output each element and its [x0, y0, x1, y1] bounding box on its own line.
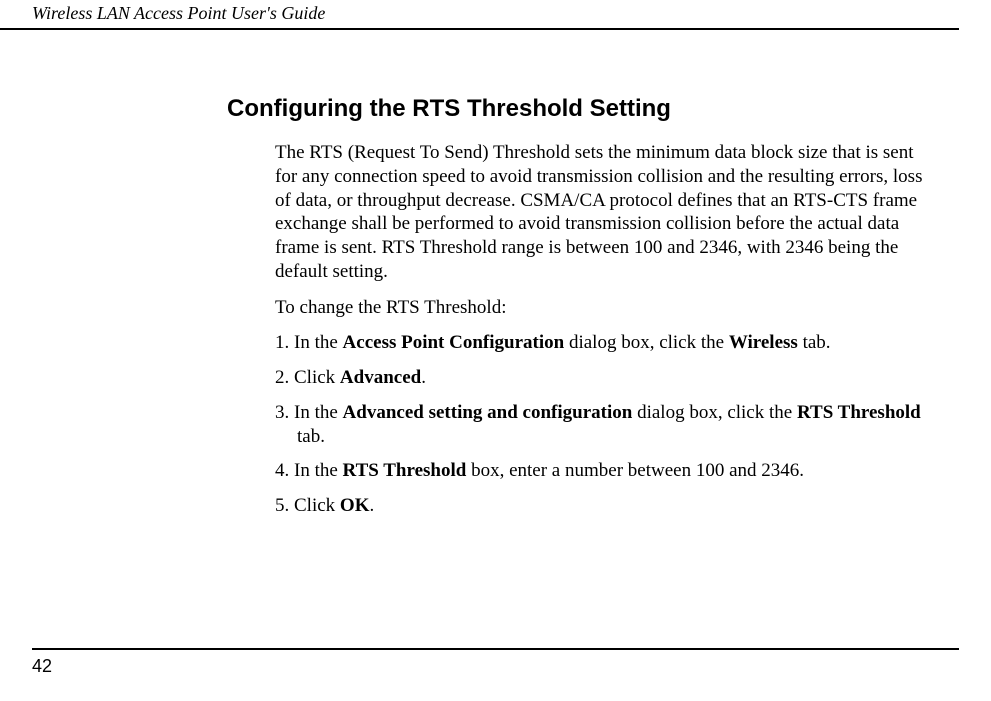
page: Wireless LAN Access Point User's Guide C…	[0, 0, 991, 701]
step-5-bold-1: OK	[340, 495, 370, 516]
section-heading: Configuring the RTS Threshold Setting	[227, 95, 991, 123]
step-1-text-b: dialog box, click the	[564, 332, 729, 353]
footer: 42	[32, 648, 959, 677]
step-5: 5. Click OK.	[275, 494, 936, 518]
step-3-text-a: 3. In the	[275, 402, 343, 423]
step-4-text-a: 4. In the	[275, 460, 343, 481]
body-content: The RTS (Request To Send) Threshold sets…	[275, 141, 936, 518]
intro-paragraph: The RTS (Request To Send) Threshold sets…	[275, 141, 936, 284]
step-1: 1. In the Access Point Configuration dia…	[275, 331, 936, 355]
step-4-text-b: box, enter a number between 100 and 2346…	[466, 460, 804, 481]
step-2-text-a: 2. Click	[275, 367, 340, 388]
step-1-text-a: 1. In the	[275, 332, 343, 353]
step-1-bold-1: Access Point Configuration	[343, 332, 565, 353]
step-3-text-b: dialog box, click the	[632, 402, 797, 423]
page-number: 42	[32, 656, 52, 676]
step-3-bold-1: Advanced setting and configuration	[343, 402, 633, 423]
step-2: 2. Click Advanced.	[275, 366, 936, 390]
step-2-text-b: .	[421, 367, 426, 388]
step-5-text-b: .	[369, 495, 374, 516]
step-3: 3. In the Advanced setting and configura…	[275, 401, 936, 449]
step-5-text-a: 5. Click	[275, 495, 340, 516]
step-2-bold-1: Advanced	[340, 367, 421, 388]
header-title: Wireless LAN Access Point User's Guide	[32, 3, 325, 23]
step-3-bold-2: RTS Threshold	[797, 402, 921, 423]
running-header: Wireless LAN Access Point User's Guide	[0, 3, 959, 30]
lead-in-text: To change the RTS Threshold:	[275, 296, 936, 320]
step-3-text-c: tab.	[297, 426, 325, 447]
step-4-bold-1: RTS Threshold	[343, 460, 467, 481]
step-1-bold-2: Wireless	[729, 332, 798, 353]
step-4: 4. In the RTS Threshold box, enter a num…	[275, 459, 936, 483]
step-1-text-c: tab.	[798, 332, 831, 353]
